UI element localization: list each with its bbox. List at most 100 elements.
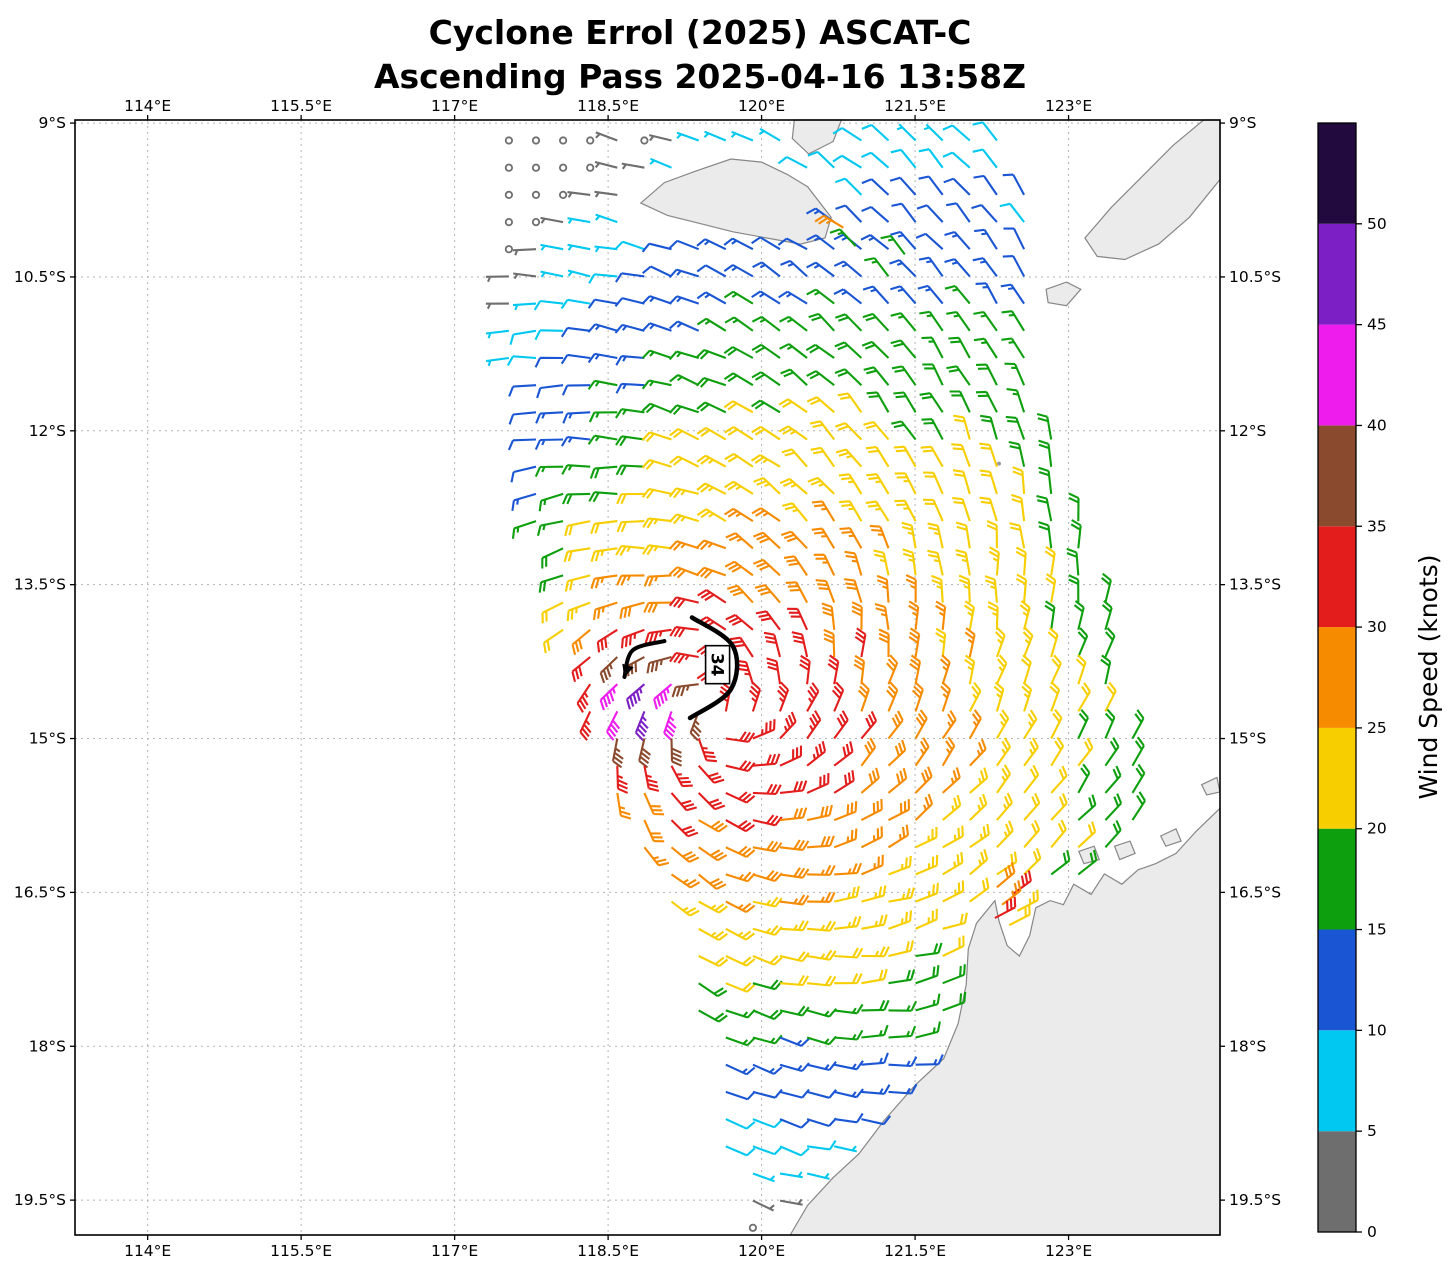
wind-barb bbox=[944, 230, 971, 250]
wind-barb bbox=[695, 377, 727, 388]
wind-barb bbox=[615, 382, 645, 394]
wind-barb bbox=[821, 602, 836, 630]
wind-barb bbox=[994, 627, 1006, 658]
wind-barb bbox=[1050, 709, 1063, 739]
wind-barb bbox=[806, 740, 827, 767]
wind-barb bbox=[860, 710, 878, 740]
wind-barb bbox=[837, 392, 863, 413]
wind-barb bbox=[641, 349, 672, 359]
wind-barb bbox=[915, 993, 941, 1012]
calm-circle bbox=[531, 136, 541, 145]
wind-barb bbox=[611, 738, 624, 769]
wind-barb bbox=[670, 765, 693, 788]
wind-barb bbox=[562, 492, 591, 505]
wind-barb bbox=[698, 900, 728, 914]
wind-barb bbox=[1023, 737, 1039, 767]
wind-barb bbox=[696, 426, 727, 441]
axes-frame bbox=[70, 115, 1225, 1240]
wind-barb bbox=[931, 574, 944, 603]
wind-barb bbox=[1016, 889, 1039, 912]
wind-barb bbox=[1050, 765, 1068, 794]
wind-barb bbox=[807, 476, 835, 495]
calm-circle bbox=[640, 136, 649, 145]
wind-barb bbox=[918, 175, 944, 196]
plot-border bbox=[74, 119, 1221, 1236]
wind-barb bbox=[587, 298, 618, 309]
colorbar-segment bbox=[1318, 627, 1356, 728]
wind-barb bbox=[887, 767, 908, 794]
wind-barb bbox=[777, 681, 790, 712]
wind-barb bbox=[994, 896, 1017, 919]
wind-barb bbox=[779, 1145, 810, 1157]
wind-barb bbox=[778, 290, 808, 305]
wind-barb bbox=[999, 202, 1025, 223]
wind-barb bbox=[725, 1145, 756, 1157]
wind-barb bbox=[723, 290, 754, 305]
wind-barb bbox=[507, 438, 537, 451]
wind-barb bbox=[698, 1009, 728, 1023]
wind-barb bbox=[735, 659, 754, 685]
wind-barb bbox=[615, 464, 645, 476]
wind-barb bbox=[955, 549, 971, 576]
wind-barb bbox=[669, 428, 700, 441]
calm-circle bbox=[504, 136, 513, 145]
colorbar-tick-label: 50 bbox=[1367, 215, 1387, 233]
wind-barb bbox=[725, 955, 756, 967]
wind-barb bbox=[669, 320, 700, 332]
wind-barb bbox=[725, 532, 754, 550]
wind-barb bbox=[988, 546, 1000, 576]
wind-barb bbox=[806, 396, 835, 414]
wind-barb bbox=[697, 589, 727, 604]
wind-barb bbox=[1077, 763, 1091, 794]
wind-barb bbox=[942, 935, 965, 957]
wind-barb bbox=[1104, 737, 1120, 767]
wind-barb bbox=[886, 654, 899, 685]
wind-barb bbox=[669, 455, 700, 468]
wind-barb bbox=[668, 404, 700, 416]
wind-barb bbox=[1021, 681, 1033, 712]
wind-barb bbox=[719, 681, 732, 712]
wind-barb bbox=[590, 520, 618, 535]
wind-barb bbox=[833, 801, 858, 822]
wind-barb bbox=[485, 356, 510, 367]
wind-barb bbox=[835, 448, 863, 468]
wind-barb bbox=[730, 130, 754, 142]
wind-barb bbox=[861, 340, 890, 359]
wind-barb bbox=[750, 454, 781, 468]
wind-barb bbox=[1009, 522, 1026, 549]
wind-barb bbox=[697, 616, 727, 631]
wind-barb bbox=[670, 738, 683, 767]
r34-label-box bbox=[704, 644, 731, 685]
wind-barb bbox=[641, 242, 672, 253]
wind-barb bbox=[698, 819, 728, 833]
wind-barb bbox=[641, 487, 672, 499]
wind-barb bbox=[806, 1089, 837, 1099]
wind-barb bbox=[863, 420, 890, 441]
wind-barb bbox=[696, 508, 727, 522]
wind-barb bbox=[564, 574, 591, 592]
wind-barb bbox=[829, 228, 857, 247]
wind-barb bbox=[541, 601, 564, 624]
wind-barb bbox=[567, 191, 591, 198]
wind-barb bbox=[725, 791, 756, 804]
colorbar-tick-label: 10 bbox=[1367, 1021, 1387, 1039]
wind-barb bbox=[891, 202, 917, 223]
wind-barb bbox=[918, 256, 944, 278]
wind-barb bbox=[942, 852, 964, 876]
wind-barb bbox=[779, 920, 809, 932]
wind-barb bbox=[1131, 763, 1146, 794]
wind-barb bbox=[834, 341, 863, 359]
wind-barb bbox=[508, 384, 537, 397]
wind-barb bbox=[915, 942, 943, 958]
calm-circle bbox=[748, 1223, 758, 1232]
wind-barb bbox=[724, 316, 754, 332]
wind-barb bbox=[533, 299, 564, 311]
wind-barb bbox=[833, 260, 863, 278]
wind-barb bbox=[861, 946, 890, 958]
wind-barb bbox=[952, 469, 971, 495]
y-tick-label-left: 16.5°S bbox=[14, 883, 66, 901]
wind-barb bbox=[861, 1115, 892, 1126]
wind-barb bbox=[996, 737, 1012, 767]
wind-barb bbox=[874, 602, 890, 630]
wind-barb bbox=[834, 1003, 864, 1015]
